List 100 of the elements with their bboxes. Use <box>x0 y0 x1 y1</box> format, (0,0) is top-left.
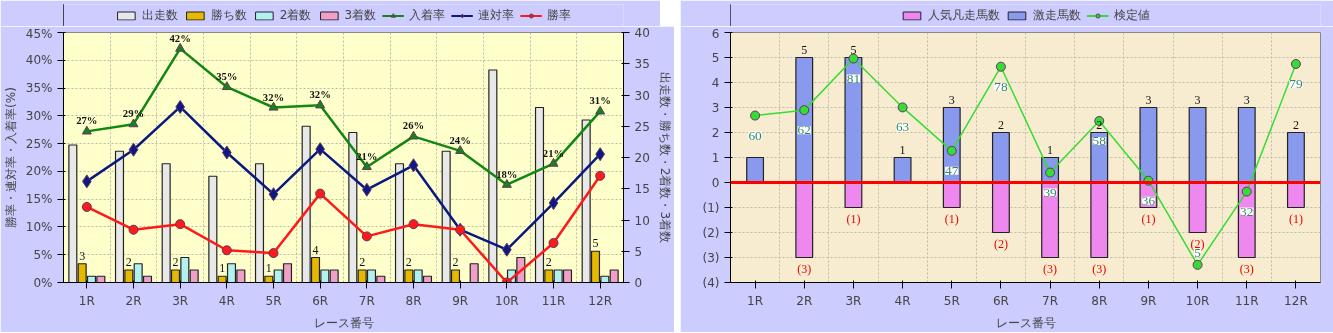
point <box>1290 59 1301 69</box>
legend-label: 激走馬数 <box>1032 6 1081 24</box>
bar <box>1286 181 1305 209</box>
point <box>995 61 1006 72</box>
y-tick-label: 5 <box>711 50 720 65</box>
data-label: 3 <box>1243 92 1250 107</box>
data-label: 79 <box>1289 75 1303 91</box>
y2-axis-title: 出走数・勝ち数・2着数・3着数 <box>657 71 672 244</box>
x-tick-label: 1R <box>747 293 764 308</box>
data-label: 32% <box>309 89 331 101</box>
point <box>799 105 810 116</box>
y-tick-label: (3) <box>702 250 720 265</box>
data-label: 4 <box>312 242 319 257</box>
bar <box>746 156 765 184</box>
data-label: (3) <box>1043 261 1058 276</box>
data-label: 2 <box>545 255 552 269</box>
point <box>81 201 92 212</box>
legend-label: 3着数 <box>344 6 377 24</box>
point <box>221 245 232 256</box>
x-tick-label: 8R <box>405 293 422 308</box>
y-tick-label: (1) <box>702 200 720 215</box>
data-label: 31% <box>589 95 611 107</box>
data-label: 3 <box>1145 92 1152 107</box>
data-label: 2 <box>172 255 179 269</box>
data-label: 26% <box>402 120 425 132</box>
data-label: 47 <box>945 162 959 178</box>
x-tick-label: 12R <box>1284 293 1308 308</box>
y-tick-label: 45% <box>25 26 53 41</box>
point <box>548 196 559 211</box>
bar <box>469 263 479 283</box>
y-tick-label: 0 <box>711 175 720 190</box>
x-tick-label: 6R <box>992 293 1009 308</box>
legend-label: 連対率 <box>478 6 515 24</box>
data-label: (2) <box>993 236 1008 251</box>
point <box>595 105 606 115</box>
x-tick-label: 3R <box>172 293 189 308</box>
data-label: 62 <box>797 122 811 138</box>
bar <box>893 156 912 184</box>
y-tick-label: (2) <box>702 225 720 240</box>
data-label: 36 <box>1141 192 1156 208</box>
data-label: 78 <box>994 78 1008 94</box>
data-label: (1) <box>846 211 861 226</box>
x-tick-label: 5R <box>943 293 960 308</box>
data-label: 1 <box>265 261 272 276</box>
data-label: 58 <box>1092 132 1107 148</box>
point <box>175 42 186 52</box>
legend-label: 入着率 <box>409 6 446 24</box>
point <box>501 179 512 188</box>
point <box>361 231 372 242</box>
data-label: (3) <box>797 261 812 276</box>
bar <box>1139 106 1158 184</box>
legend-label: 勝率 <box>547 6 572 24</box>
point <box>548 238 559 249</box>
bar <box>991 181 1010 234</box>
data-label: 5 <box>592 236 599 251</box>
y2-tick-label: 30 <box>634 88 650 103</box>
y-tick-label: 10% <box>25 219 53 234</box>
point <box>315 188 326 199</box>
data-label: 2 <box>452 255 459 269</box>
point <box>946 145 957 156</box>
bar <box>1041 181 1060 259</box>
y2-tick-label: 25 <box>634 119 650 134</box>
y2-tick-label: 10 <box>634 213 650 228</box>
y-axis-title: 勝率・連対率・入着率(%) <box>3 87 18 228</box>
bar <box>1188 106 1207 184</box>
data-label: 5 <box>801 42 808 57</box>
y-tick-label: 5% <box>33 247 53 262</box>
point <box>128 118 139 128</box>
legend-label: 2着数 <box>279 6 312 24</box>
data-label: 2 <box>997 117 1004 132</box>
legend-label: 出走数 <box>141 6 178 24</box>
bar <box>1286 131 1305 184</box>
y-tick-label: 6 <box>711 26 720 41</box>
data-label: 1 <box>1047 142 1054 157</box>
legend-label: 勝ち数 <box>210 6 247 24</box>
y-tick-label: (4) <box>702 275 720 290</box>
point <box>315 99 326 109</box>
data-label: (2) <box>1190 236 1205 251</box>
data-label: 2 <box>1292 117 1299 132</box>
y-tick-label: 4 <box>711 75 720 90</box>
y2-tick-label: 35 <box>634 57 650 72</box>
x-tick-label: 9R <box>452 293 469 308</box>
data-label: (1) <box>944 211 959 226</box>
data-label: 2 <box>405 255 412 269</box>
point <box>750 110 761 121</box>
bar <box>844 56 863 184</box>
data-label: 2 <box>1096 117 1103 132</box>
x-tick-label: 4R <box>894 293 911 308</box>
data-label: 1 <box>219 261 226 276</box>
point <box>268 101 279 111</box>
data-label: 81 <box>846 70 861 86</box>
y-tick-label: 30% <box>25 108 53 123</box>
point <box>81 125 92 135</box>
bar <box>1090 181 1109 259</box>
y-tick-label: 1 <box>711 150 720 165</box>
x-tick-label: 2R <box>125 293 142 308</box>
data-label: 24% <box>449 134 471 146</box>
point <box>1192 259 1203 270</box>
bar <box>1188 181 1207 234</box>
point <box>361 161 372 171</box>
